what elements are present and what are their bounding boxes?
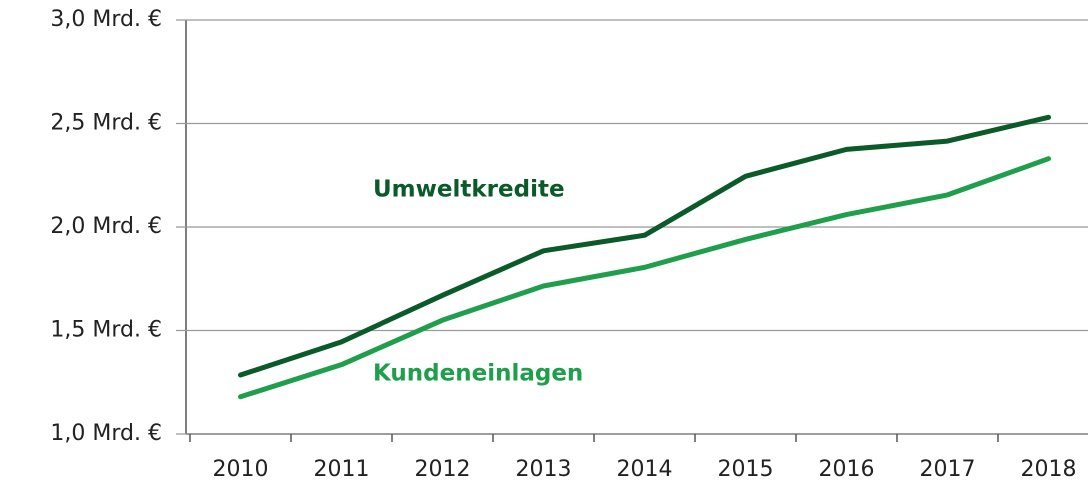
x-tick-label: 2010	[213, 457, 269, 482]
x-tick-label: 2013	[516, 457, 572, 482]
y-tick-label: 2,0 Mrd. €	[50, 214, 162, 239]
series-label: Kundeneinlagen	[373, 361, 583, 387]
x-tick-label: 2017	[920, 457, 976, 482]
series-label: Umweltkredite	[373, 177, 565, 203]
line-series	[238, 156, 1051, 400]
x-tick-label: 2016	[819, 457, 875, 482]
x-tick-label: 2018	[1021, 457, 1077, 482]
y-tick-label: 1,5 Mrd. €	[50, 318, 162, 343]
y-tick-label: 1,0 Mrd. €	[50, 421, 162, 446]
line-series	[238, 114, 1051, 378]
x-tick-label: 2011	[314, 457, 370, 482]
x-tick-label: 2012	[415, 457, 471, 482]
x-tick-label: 2015	[718, 457, 774, 482]
y-tick-label: 3,0 Mrd. €	[50, 7, 162, 32]
x-tick-label: 2014	[617, 457, 673, 482]
y-tick-label: 2,5 Mrd. €	[50, 111, 162, 136]
